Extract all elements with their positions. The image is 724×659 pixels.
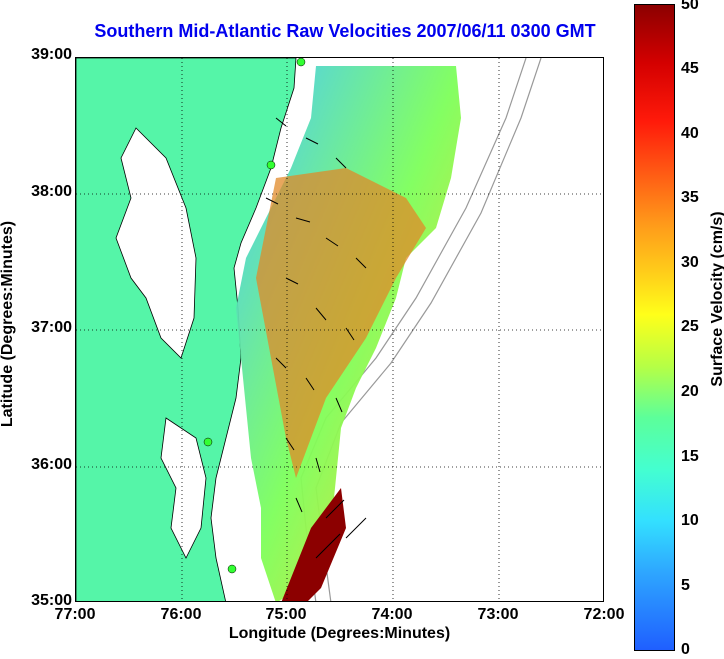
sound-water bbox=[160, 417, 207, 559]
colorbar-tick: 10 bbox=[681, 512, 699, 529]
station-marker bbox=[266, 160, 276, 170]
station-marker bbox=[203, 437, 213, 447]
colorbar-tick: 5 bbox=[681, 577, 690, 594]
x-tick-label: 75:00 bbox=[265, 606, 307, 623]
y-tick-label: 36:00 bbox=[31, 456, 72, 473]
y-axis-label: Latitude (Degrees:Minutes) bbox=[0, 220, 16, 428]
station-marker bbox=[296, 58, 306, 67]
colorbar-tick: 20 bbox=[681, 383, 699, 400]
y-tick-label: 38:00 bbox=[31, 183, 72, 200]
x-tick-label: 74:00 bbox=[371, 606, 413, 623]
colorbar-tick: 40 bbox=[681, 125, 699, 142]
colorbar-tick: 0 bbox=[681, 641, 690, 658]
colorbar-tick: 15 bbox=[681, 448, 699, 465]
x-tick-label: 72:00 bbox=[583, 606, 625, 623]
x-tick-label: 76:00 bbox=[160, 606, 202, 623]
colorbar-tick: 30 bbox=[681, 254, 699, 271]
map-plot-area[interactable] bbox=[75, 57, 604, 602]
colorbar-tick: 45 bbox=[681, 60, 699, 77]
colorbar-tick: 50 bbox=[681, 0, 699, 13]
velocity-core bbox=[256, 168, 426, 478]
map-grid bbox=[76, 58, 603, 601]
x-tick-label: 77:00 bbox=[54, 606, 96, 623]
bay-water bbox=[115, 127, 197, 359]
x-axis-label: Longitude (Degrees:Minutes) bbox=[228, 625, 451, 642]
station-marker bbox=[227, 564, 237, 574]
velocity-max bbox=[281, 488, 346, 601]
map-canvas bbox=[76, 58, 603, 601]
y-tick-label: 37:00 bbox=[31, 319, 72, 336]
map-title: Southern Mid-Atlantic Raw Velocities 200… bbox=[94, 21, 596, 41]
colorbar-label: Surface Velocity (cm/s) bbox=[709, 211, 724, 387]
y-tick-label: 35:00 bbox=[31, 592, 72, 609]
colorbar-tick: 25 bbox=[681, 318, 699, 335]
colorbar-tick: 35 bbox=[681, 189, 699, 206]
vector-overlay bbox=[265, 117, 367, 559]
colorbar bbox=[634, 4, 675, 651]
x-tick-label: 73:00 bbox=[477, 606, 519, 623]
y-tick-label: 39:00 bbox=[31, 46, 72, 63]
